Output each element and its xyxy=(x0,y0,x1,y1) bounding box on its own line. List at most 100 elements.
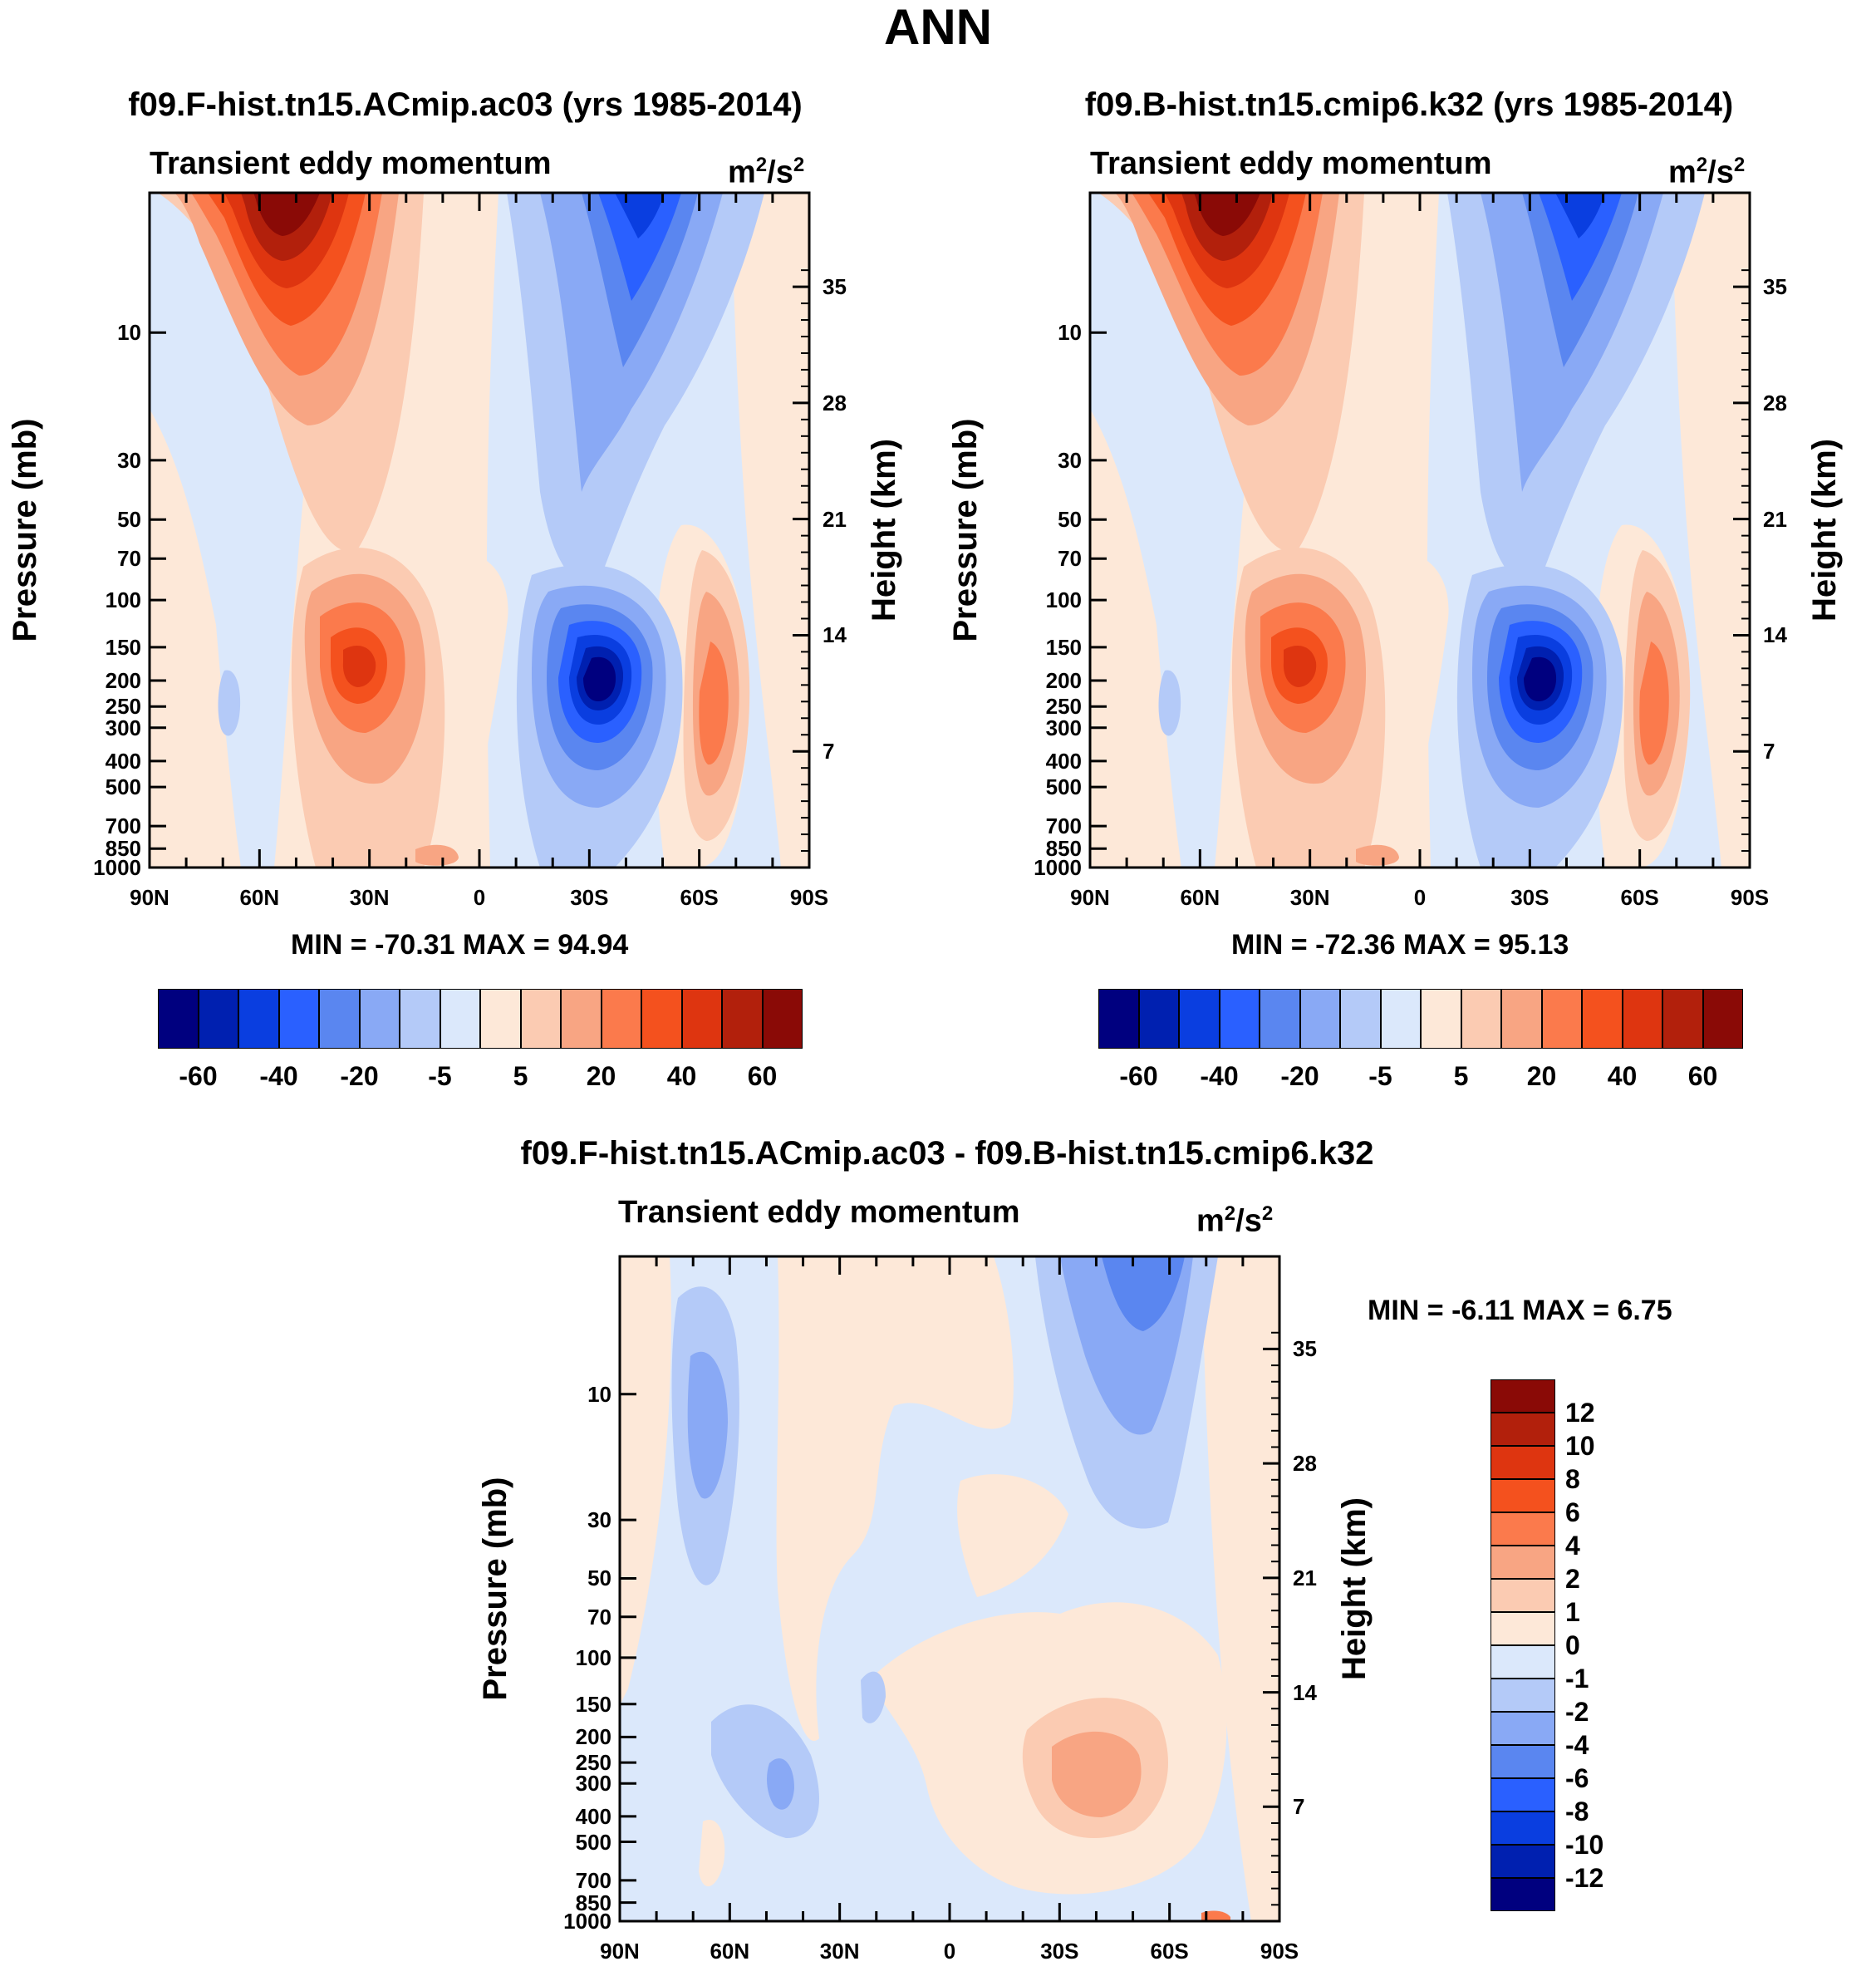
colorbar-label: 2 xyxy=(1565,1564,1580,1594)
pressure-tick-label: 1000 xyxy=(563,1909,611,1934)
height-tick-label: 14 xyxy=(1763,622,1787,648)
pressure-tick-label: 400 xyxy=(1045,748,1082,774)
panel-1-field-label: Transient eddy momentum xyxy=(150,146,552,181)
pressure-tick-label: 850 xyxy=(1045,836,1082,862)
pressure-tick-label: 150 xyxy=(105,634,141,660)
colorbar-swatch xyxy=(158,989,199,1049)
colorbar-label: 20 xyxy=(1526,1061,1557,1091)
colorbar-swatch xyxy=(198,989,238,1049)
colorbar-swatch xyxy=(520,989,561,1049)
height-tick-label: 35 xyxy=(823,274,847,300)
colorbar-swatch xyxy=(1490,1712,1555,1745)
panel-3-colorbar xyxy=(1490,1379,1555,1911)
pressure-tick-label: 700 xyxy=(1045,814,1082,839)
colorbar-swatch xyxy=(722,989,763,1049)
colorbar-label: -6 xyxy=(1565,1763,1589,1793)
x-tick-label: 30S xyxy=(570,885,609,910)
x-tick-label: 90N xyxy=(130,885,169,910)
colorbar-label: -60 xyxy=(179,1061,218,1091)
x-tick-label: 30N xyxy=(349,885,390,910)
height-tick-label: 14 xyxy=(1293,1679,1317,1705)
y2-axis-title: Height (km) xyxy=(866,439,902,622)
colorbar-swatch xyxy=(1490,1546,1555,1579)
pressure-tick-label: 10 xyxy=(117,320,141,346)
colorbar-label: 10 xyxy=(1565,1431,1595,1461)
panel-3-colorbar-labels: 12 10 8 6 4 2 1 0 -1 -2 -4 -6 -8 -10 -12 xyxy=(1565,1379,1632,1911)
colorbar-label: 1 xyxy=(1565,1597,1580,1627)
height-tick-label: 7 xyxy=(823,739,835,764)
panel-3-title: f09.F-hist.tn15.ACmip.ac03 - f09.B-hist.… xyxy=(520,1135,1374,1172)
panel-2-field-label: Transient eddy momentum xyxy=(1090,146,1492,181)
pressure-tick-label: 70 xyxy=(117,546,141,572)
x-tick-label: 30S xyxy=(1510,885,1549,910)
colorbar-swatch xyxy=(1380,989,1421,1049)
panel-2-colorbar xyxy=(1098,989,1743,1050)
colorbar-swatch xyxy=(1299,989,1340,1049)
panel-2-colorbar-labels: -60 -40 -20 -5 5 20 40 60 xyxy=(1098,1062,1743,1095)
x-tick-label: 90S xyxy=(1260,1939,1299,1964)
pressure-tick-label: 300 xyxy=(105,715,141,740)
colorbar-swatch xyxy=(1179,989,1220,1049)
colorbar-label: 60 xyxy=(1687,1061,1718,1091)
pressure-tick-label: 50 xyxy=(587,1566,611,1591)
pressure-tick-label: 400 xyxy=(105,748,141,774)
colorbar-swatch xyxy=(1490,1479,1555,1512)
pressure-tick-label: 500 xyxy=(105,774,141,800)
pressure-tick-label: 100 xyxy=(105,587,141,613)
pressure-tick-label: 250 xyxy=(575,1750,611,1776)
colorbar-swatch xyxy=(681,989,722,1049)
y2-axis-title: Height (km) xyxy=(1336,1497,1373,1680)
panel-1-colorbar-labels: -60 -40 -20 -5 5 20 40 60 xyxy=(158,1062,803,1095)
height-tick-label: 14 xyxy=(823,622,847,648)
pressure-tick-label: 250 xyxy=(1045,694,1082,720)
colorbar-swatch xyxy=(1702,989,1743,1049)
colorbar-label: -5 xyxy=(1368,1061,1392,1091)
colorbar-label: -12 xyxy=(1565,1863,1604,1893)
x-tick-label: 90S xyxy=(789,885,829,910)
y-axis-title: Pressure (mb) xyxy=(947,418,984,642)
panel-1-title: f09.F-hist.tn15.ACmip.ac03 (yrs 1985-201… xyxy=(128,86,803,123)
colorbar-label: 0 xyxy=(1565,1630,1580,1660)
colorbar-swatch xyxy=(1421,989,1461,1049)
colorbar-swatch xyxy=(1098,989,1139,1049)
panel-3-minmax: MIN = -6.11 MAX = 6.75 xyxy=(1368,1295,1672,1326)
pressure-tick-label: 100 xyxy=(1045,587,1082,613)
height-tick-label: 21 xyxy=(1293,1565,1317,1590)
y-axis-title: Pressure (mb) xyxy=(7,418,43,642)
pressure-tick-label: 200 xyxy=(1045,668,1082,694)
pressure-tick-label: 70 xyxy=(1058,546,1082,572)
colorbar-label: -2 xyxy=(1565,1697,1589,1727)
height-tick-label: 7 xyxy=(1763,739,1775,764)
pressure-tick-label: 10 xyxy=(1058,320,1082,346)
colorbar-label: -40 xyxy=(259,1061,298,1091)
pressure-tick-label: 850 xyxy=(105,836,141,862)
colorbar-swatch xyxy=(1461,989,1501,1049)
panel-1-contour-plot xyxy=(148,191,811,869)
colorbar-swatch xyxy=(319,989,360,1049)
colorbar-swatch xyxy=(359,989,400,1049)
colorbar-swatch xyxy=(480,989,521,1049)
pressure-tick-label: 300 xyxy=(575,1771,611,1797)
pressure-tick-label: 500 xyxy=(1045,774,1082,800)
x-tick-label: 30N xyxy=(819,1939,860,1964)
panel-1-minmax: MIN = -70.31 MAX = 94.94 xyxy=(291,929,629,961)
colorbar-swatch xyxy=(1541,989,1582,1049)
x-tick-label: 30S xyxy=(1040,1939,1079,1964)
colorbar-swatch xyxy=(278,989,319,1049)
height-tick-label: 35 xyxy=(1293,1336,1317,1362)
y-axis-title: Pressure (mb) xyxy=(477,1477,513,1701)
panel-1-colorbar xyxy=(158,989,803,1050)
x-tick-label: 60N xyxy=(1180,885,1220,910)
panel-3-contour-plot xyxy=(618,1255,1281,1923)
colorbar-swatch xyxy=(601,989,641,1049)
colorbar-swatch xyxy=(1490,1645,1555,1679)
colorbar-swatch xyxy=(1138,989,1179,1049)
pressure-tick-label: 300 xyxy=(1045,715,1082,740)
colorbar-label: 5 xyxy=(1453,1061,1469,1091)
x-tick-label: 60S xyxy=(680,885,719,910)
height-tick-label: 7 xyxy=(1293,1794,1305,1820)
pressure-tick-label: 700 xyxy=(575,1867,611,1893)
x-tick-label: 60S xyxy=(1620,885,1659,910)
colorbar-swatch xyxy=(1490,1811,1555,1845)
colorbar-swatch xyxy=(1490,1413,1555,1446)
